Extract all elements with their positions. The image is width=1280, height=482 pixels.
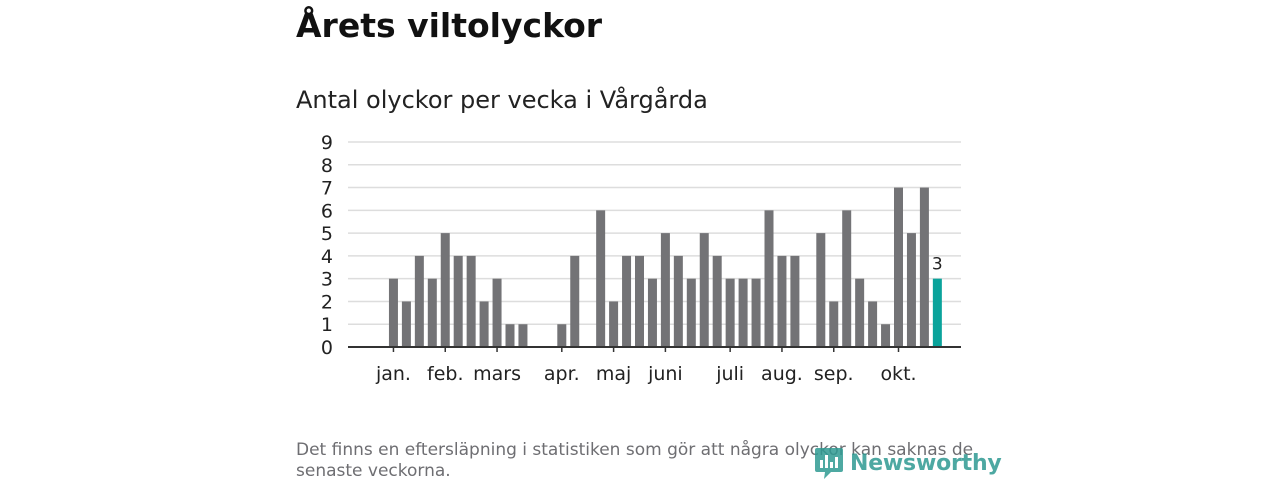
bar[interactable] (725, 278, 735, 347)
newsworthy-logo[interactable]: Newsworthy (814, 446, 1002, 480)
bar[interactable] (427, 278, 437, 347)
bar[interactable] (492, 278, 502, 347)
bar[interactable] (906, 233, 916, 347)
bar[interactable] (414, 255, 424, 347)
y-tick-label: 0 (321, 337, 333, 359)
page-title: Årets viltolyckor (296, 6, 603, 45)
bar[interactable] (647, 278, 657, 347)
x-tick-label: maj (596, 363, 631, 385)
newsworthy-logo-text: Newsworthy (850, 450, 1002, 476)
bar[interactable] (777, 255, 787, 347)
y-tick-label: 4 (321, 246, 333, 268)
bar[interactable] (764, 210, 774, 347)
bar[interactable] (816, 233, 826, 347)
bar[interactable] (388, 278, 398, 347)
y-tick-label: 3 (321, 269, 333, 291)
bar[interactable] (686, 278, 696, 347)
bar[interactable] (570, 255, 580, 347)
y-tick-label: 7 (321, 178, 333, 200)
bar[interactable] (751, 278, 761, 347)
bar[interactable] (842, 210, 852, 347)
y-tick-label: 5 (321, 223, 333, 245)
bar[interactable] (479, 301, 489, 347)
bar[interactable] (466, 255, 476, 347)
bar[interactable] (518, 324, 528, 347)
bar[interactable] (919, 187, 929, 347)
bar[interactable] (440, 233, 450, 347)
y-tick-label: 8 (321, 155, 333, 177)
bar[interactable] (855, 278, 865, 347)
x-tick-label: feb. (427, 363, 463, 385)
x-tick-label: juni (647, 363, 683, 385)
data-label: 3 (932, 255, 943, 275)
x-tick-label: jan. (375, 363, 411, 385)
bars (388, 187, 942, 347)
bar[interactable] (596, 210, 606, 347)
y-tick-label: 9 (321, 132, 333, 154)
y-tick-label: 1 (321, 314, 333, 336)
newsworthy-logo-icon (815, 448, 843, 479)
bar-highlight[interactable] (932, 278, 942, 347)
bar[interactable] (790, 255, 800, 347)
bar[interactable] (505, 324, 515, 347)
x-tick-label: mars (473, 363, 521, 385)
axes (348, 346, 961, 352)
bar[interactable] (894, 187, 903, 347)
bar[interactable] (453, 255, 463, 347)
y-tick-label: 6 (321, 200, 333, 222)
footnote: Det finns en eftersläpning i statistiken… (296, 440, 974, 481)
bar[interactable] (635, 255, 644, 347)
bar[interactable] (557, 324, 567, 347)
x-tick-label: okt. (880, 363, 916, 385)
bar[interactable] (738, 278, 748, 347)
x-tick-label: aug. (761, 363, 803, 385)
x-tick-label: juli (715, 363, 744, 385)
bar[interactable] (660, 233, 670, 347)
bar[interactable] (401, 301, 411, 347)
x-tick-label: apr. (544, 363, 580, 385)
bar[interactable] (622, 255, 632, 347)
bar[interactable] (673, 255, 683, 347)
bar[interactable] (881, 324, 891, 347)
bar[interactable] (712, 255, 722, 347)
bar[interactable] (868, 301, 878, 347)
chart-title: Antal olyckor per vecka i Vårgårda (296, 86, 708, 114)
bar[interactable] (699, 233, 709, 347)
bar[interactable] (609, 301, 619, 347)
x-tick-label: sep. (814, 363, 854, 385)
y-tick-label: 2 (321, 291, 333, 313)
bar[interactable] (829, 301, 839, 347)
